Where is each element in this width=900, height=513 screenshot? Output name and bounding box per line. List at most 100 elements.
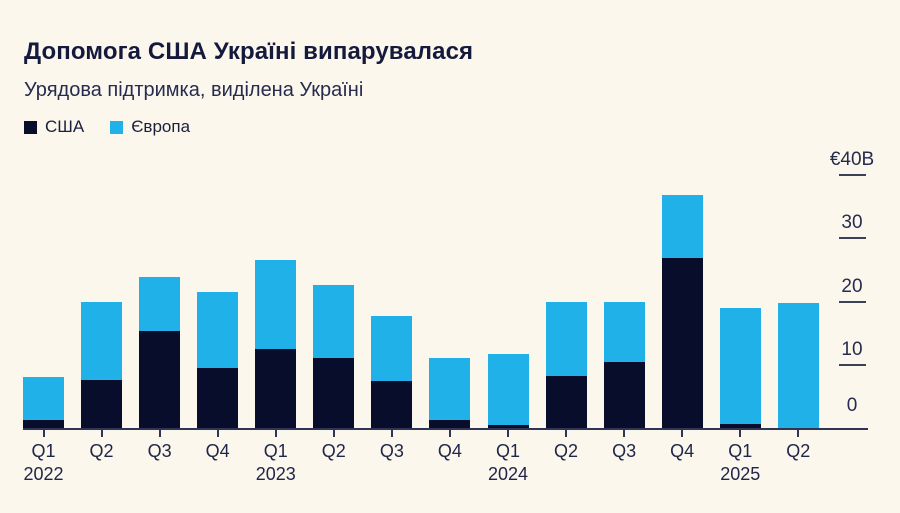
chart-subtitle: Урядова підтримка, виділена Україні [24, 79, 364, 101]
x-slot-q2-2024: Q2 [546, 430, 587, 484]
y-tick-label: 0 [846, 395, 858, 416]
x-tick-mark [739, 430, 742, 437]
x-quarter-label: Q3 [147, 441, 172, 461]
legend-label-europe: Європа [131, 117, 191, 136]
segment-usa [719, 424, 761, 428]
segment-usa [429, 420, 471, 428]
segment-usa [545, 376, 587, 428]
x-slot-q3-2022: Q3 [139, 430, 180, 484]
x-year-label: 2022 [23, 464, 64, 484]
segment-usa [661, 258, 703, 428]
bar-q3-2023 [371, 316, 413, 428]
x-tick-mark [158, 430, 161, 437]
bar-q1-2025 [719, 308, 761, 428]
y-axis: €40B 30 20 10 0 [823, 142, 881, 428]
legend-item-usa: США [24, 117, 84, 137]
x-quarter-label: Q3 [612, 441, 637, 461]
x-slot-q3-2024: Q3 [604, 430, 645, 484]
x-tick-mark [100, 430, 103, 437]
bar-q2-2024 [545, 302, 587, 428]
x-tick-mark [42, 430, 45, 437]
segment-europe [313, 285, 355, 358]
y-tick-dash [838, 363, 866, 366]
x-quarter-label: Q2 [89, 441, 114, 461]
x-slot-q4-2022: Q4 [197, 430, 238, 484]
x-year-label: 2023 [255, 464, 296, 484]
segment-europe [197, 292, 239, 368]
x-quarter-label: Q1 [31, 441, 56, 461]
bar-q4-2022 [197, 292, 239, 428]
y-tick-label: 30 [841, 212, 863, 234]
y-tick-0: 0 [823, 396, 881, 420]
x-tick-mark [448, 430, 451, 437]
segment-europe [603, 302, 645, 362]
x-slot-q1-2023: Q1 2023 [255, 430, 296, 484]
x-tick-mark [216, 430, 219, 437]
y-tick-label: 10 [841, 338, 863, 360]
bar-q4-2023 [429, 358, 471, 428]
segment-europe [255, 260, 297, 349]
segment-europe [777, 303, 819, 428]
y-tick-label: €40B [829, 149, 875, 170]
x-tick-mark [390, 430, 393, 437]
bar-q4-2024 [661, 195, 703, 428]
segment-europe [139, 277, 181, 331]
x-slot-q1-2025: Q1 2025 [720, 430, 761, 484]
segment-usa [81, 380, 123, 428]
y-tick-label: 20 [841, 275, 863, 297]
bar-q1-2022 [23, 377, 64, 428]
x-quarter-label: Q4 [670, 441, 695, 461]
y-tick-dash [838, 237, 866, 240]
chart-header: Допомога США Україні випарувалася Урядов… [0, 0, 900, 137]
x-quarter-label: Q1 [263, 441, 288, 461]
x-quarter-label: Q4 [205, 441, 230, 461]
segment-usa [197, 368, 239, 428]
x-tick-mark [681, 430, 684, 437]
segment-europe [487, 354, 529, 425]
y-tick-20: 20 [823, 275, 881, 303]
bar-q2-2022 [81, 302, 123, 428]
segment-usa [371, 381, 413, 428]
x-slot-q4-2024: Q4 [662, 430, 703, 484]
legend-label-usa: США [45, 117, 85, 136]
legend-item-europe: Європа [110, 117, 190, 137]
x-quarter-label: Q2 [786, 441, 811, 461]
segment-europe [371, 316, 413, 381]
x-slot-q1-2022: Q1 2022 [23, 430, 64, 484]
segment-usa [603, 362, 645, 428]
x-slot-q2-2025: Q2 [778, 430, 819, 484]
x-quarter-label: Q4 [437, 441, 462, 461]
x-slot-q2-2023: Q2 [313, 430, 354, 484]
bar-q2-2025 [777, 303, 819, 428]
x-tick-mark [797, 430, 800, 437]
x-tick-mark [565, 430, 568, 437]
segment-usa [487, 425, 529, 428]
x-year-label: 2025 [720, 464, 761, 484]
bar-q2-2023 [313, 285, 355, 428]
x-slot-q4-2023: Q4 [429, 430, 470, 484]
x-quarter-label: Q3 [379, 441, 404, 461]
x-tick-mark [332, 430, 335, 437]
x-slot-q3-2023: Q3 [371, 430, 412, 484]
x-quarter-label: Q1 [728, 441, 753, 461]
segment-europe [661, 195, 703, 258]
x-axis: Q1 2022 Q2 Q3 Q4 Q1 2023 Q2 Q3 Q4 Q1 2024 Q2 Q3 Q4 Q1 20… [23, 430, 819, 484]
segment-usa [23, 420, 64, 428]
x-quarter-label: Q2 [554, 441, 579, 461]
segment-europe [545, 302, 587, 376]
bar-q3-2024 [603, 302, 645, 428]
x-quarter-label: Q1 [495, 441, 520, 461]
bars [23, 142, 819, 428]
y-tick-30: 30 [823, 212, 881, 240]
segment-europe [429, 358, 471, 420]
usa-swatch-icon [24, 120, 37, 134]
bar-q3-2022 [139, 277, 181, 428]
segment-europe [719, 308, 761, 424]
x-year-label: 2024 [487, 464, 529, 484]
segment-usa [139, 331, 181, 428]
segment-usa [313, 358, 355, 428]
y-tick-dash [838, 300, 866, 303]
bar-q1-2024 [487, 354, 529, 428]
x-slot-q1-2024: Q1 2024 [488, 430, 529, 484]
y-tick-10: 10 [823, 338, 881, 366]
